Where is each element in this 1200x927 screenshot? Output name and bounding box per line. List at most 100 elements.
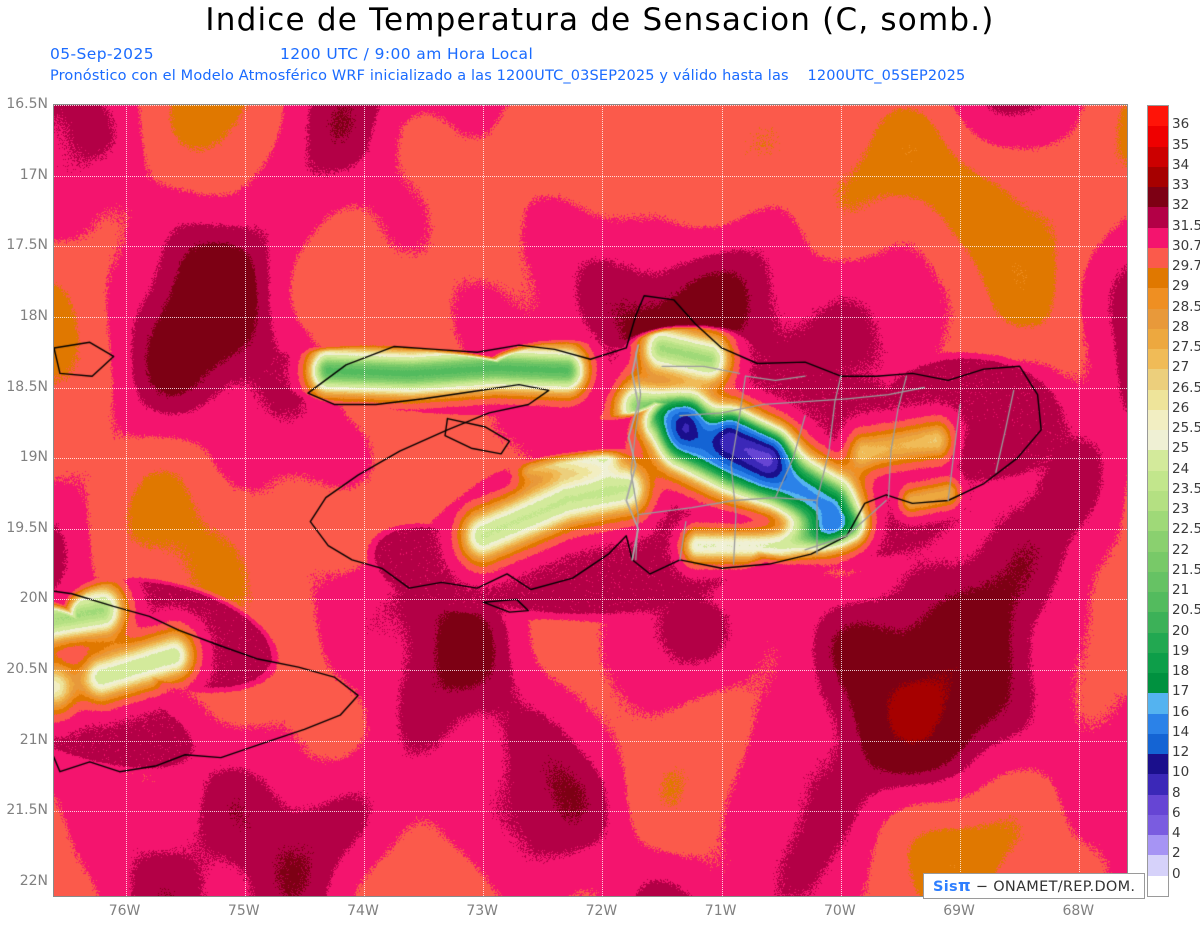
x-axis-tick-label: 69W: [943, 903, 975, 919]
colorbar-tick-label: 21: [1172, 582, 1190, 599]
colorbar-swatch: [1148, 814, 1168, 835]
colorbar-tick-label: 23.5: [1172, 480, 1200, 497]
valid-time: 1200UTC_05SEP2025: [807, 68, 966, 84]
colorbar-tick-label: 18: [1172, 663, 1190, 680]
colorbar-tick-label: 8: [1172, 784, 1181, 801]
y-axis-tick-label: 18.5N: [6, 378, 48, 395]
colorbar-tick-label: 20: [1172, 622, 1190, 639]
colorbar-swatch: [1148, 430, 1168, 451]
colorbar-swatch: [1148, 875, 1168, 896]
colorbar-tick-label: 12: [1172, 744, 1190, 761]
colorbar-tick-label: 33: [1172, 177, 1190, 194]
colorbar-labels: 36 35 34 33 32 31.5 30.7 29.7 29 28.5 28 27.5 27 26.5…: [1172, 105, 1200, 897]
colorbar-swatch: [1148, 146, 1168, 167]
colorbar-tick-label: 31.5: [1172, 217, 1200, 234]
colorbar[interactable]: [1147, 105, 1169, 897]
colorbar-tick-label: 28.5: [1172, 298, 1200, 315]
logo-separator: −: [975, 879, 989, 895]
colorbar-swatch: [1148, 612, 1168, 633]
colorbar-tick-label: 24: [1172, 460, 1190, 477]
page-title: Indice de Temperatura de Sensacion (C, s…: [205, 2, 995, 38]
colorbar-tick-label: 22.5: [1172, 521, 1200, 538]
colorbar-tick-label: 17: [1172, 683, 1190, 700]
colorbar-tick-label: 10: [1172, 764, 1190, 781]
forecast-datetime-line: 05-Sep-2025 1200 UTC / 9:00 am Hora Local: [50, 45, 533, 63]
heatmap-canvas: [54, 105, 1127, 896]
y-axis-tick-label: 20.5N: [6, 661, 48, 677]
colorbar-swatch: [1148, 409, 1168, 430]
map-plot-area[interactable]: [53, 104, 1128, 897]
y-axis-tick-label: 17.5N: [6, 237, 48, 254]
colorbar-tick-label: 26: [1172, 399, 1190, 416]
colorbar-tick-label: 32: [1172, 197, 1190, 214]
colorbar-tick-label: 28: [1172, 318, 1190, 335]
colorbar-tick-label: 27: [1172, 359, 1190, 376]
x-axis-tick-label: 73W: [466, 903, 499, 919]
model-info-line: Pronóstico con el Modelo Atmosférico WRF…: [50, 68, 965, 84]
model-info-text: Pronóstico con el Modelo Atmosférico WRF…: [50, 68, 789, 84]
colorbar-tick-label: 25.5: [1172, 420, 1200, 437]
x-axis-tick-label: 68W: [1062, 903, 1095, 919]
colorbar-tick-label: 36: [1172, 116, 1190, 133]
colorbar-swatch: [1148, 713, 1168, 734]
colorbar-swatch: [1148, 369, 1168, 390]
colorbar-tick-label: 22: [1172, 541, 1190, 558]
colorbar-tick-label: 14: [1172, 723, 1190, 740]
x-axis-tick-label: 70W: [824, 903, 856, 919]
colorbar-swatch: [1148, 349, 1168, 370]
colorbar-swatch: [1148, 855, 1168, 876]
colorbar-tick-label: 20.5: [1172, 602, 1200, 619]
y-axis-tick-label: 19.5N: [6, 519, 48, 536]
logo-agency-text: ONAMET/REP.DOM.: [993, 879, 1136, 895]
colorbar-swatch: [1148, 652, 1168, 673]
colorbar-swatch: [1148, 733, 1168, 754]
colorbar-swatch: [1148, 328, 1168, 349]
y-axis-tick-label: 19N: [19, 449, 48, 466]
colorbar-swatch: [1148, 227, 1168, 248]
colorbar-swatch: [1148, 106, 1168, 127]
x-axis-tick-label: 71W: [704, 903, 737, 919]
y-axis-tick-label: 20N: [19, 590, 48, 607]
colorbar-tick-label: 16: [1172, 703, 1190, 720]
colorbar-tick-label: 0: [1172, 865, 1181, 882]
colorbar-swatch: [1148, 166, 1168, 187]
colorbar-swatch: [1148, 673, 1168, 694]
colorbar-swatch: [1148, 774, 1168, 795]
forecast-date: 05-Sep-2025: [50, 45, 154, 63]
logo-pi-icon: π: [957, 876, 971, 895]
colorbar-swatch: [1148, 571, 1168, 592]
colorbar-tick-label: 35: [1172, 136, 1190, 153]
colorbar-tick-label: 34: [1172, 156, 1190, 173]
colorbar-swatch: [1148, 268, 1168, 289]
colorbar-swatch: [1148, 247, 1168, 268]
colorbar-swatch: [1148, 389, 1168, 410]
colorbar-swatch: [1148, 470, 1168, 491]
colorbar-swatch: [1148, 531, 1168, 552]
x-axis-tick-label: 76W: [108, 903, 141, 919]
agency-logo-badge: Sisπ − ONAMET/REP.DOM.: [923, 873, 1146, 899]
colorbar-tick-label: 23: [1172, 501, 1190, 518]
colorbar-swatch: [1148, 754, 1168, 775]
forecast-time: 1200 UTC / 9:00 am Hora Local: [280, 45, 534, 63]
colorbar-tick-label: 19: [1172, 642, 1190, 659]
y-axis-tick-label: 17N: [19, 166, 48, 183]
y-axis-tick-label: 22N: [19, 872, 48, 889]
logo-sis-text: Sis: [933, 879, 958, 895]
colorbar-swatch: [1148, 693, 1168, 714]
x-axis-tick-label: 74W: [347, 903, 379, 919]
colorbar-tick-label: 26.5: [1172, 379, 1200, 396]
colorbar-swatch: [1148, 288, 1168, 309]
y-axis-tick-label: 21.5N: [6, 802, 48, 819]
colorbar-tick-label: 27.5: [1172, 339, 1200, 356]
colorbar-swatch: [1148, 187, 1168, 208]
y-axis-tick-label: 16.5N: [6, 96, 48, 112]
colorbar-tick-label: 2: [1172, 845, 1181, 862]
colorbar-tick-label: 21.5: [1172, 561, 1200, 578]
colorbar-swatch: [1148, 450, 1168, 471]
colorbar-swatch: [1148, 835, 1168, 856]
colorbar-tick-label: 25: [1172, 440, 1190, 457]
colorbar-swatch: [1148, 207, 1168, 228]
x-axis-tick-label: 72W: [585, 903, 618, 919]
colorbar-swatch: [1148, 126, 1168, 147]
